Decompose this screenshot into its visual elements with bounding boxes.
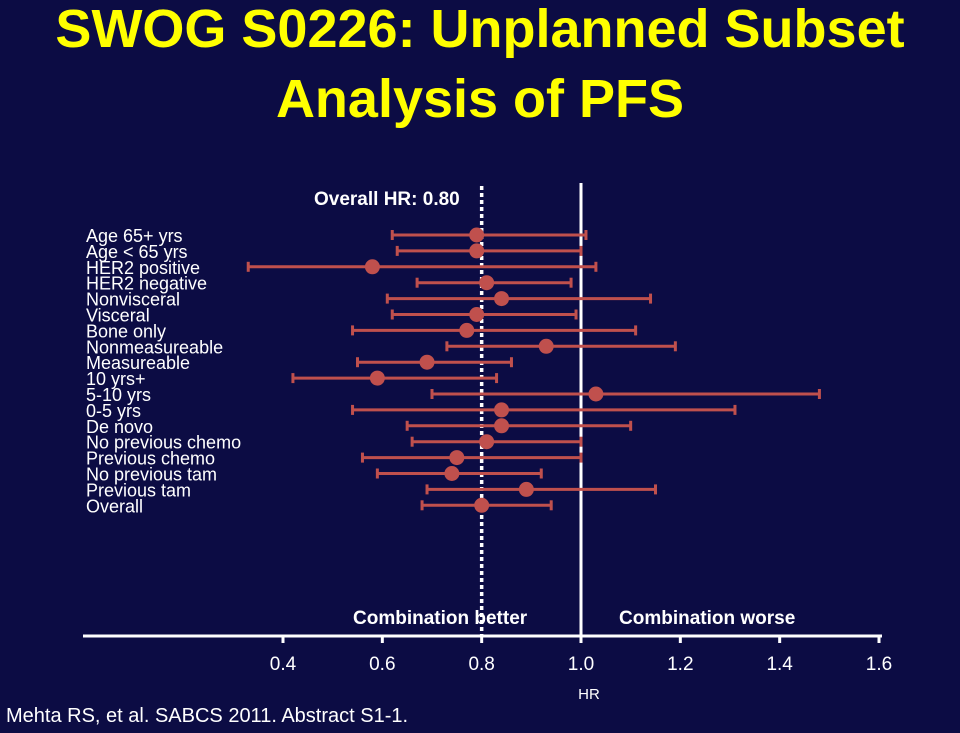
row-label: Bone only — [86, 321, 166, 341]
hr-point — [494, 402, 510, 418]
annotation-combination-worse: Combination worse — [619, 608, 795, 629]
annotation-combination-better: Combination better — [353, 608, 528, 629]
row-label: 10 yrs+ — [86, 369, 146, 389]
slide-title-line1: SWOG S0226: Unplanned Subset — [55, 0, 905, 59]
hr-point — [369, 370, 385, 386]
row-label: Visceral — [86, 306, 150, 326]
hr-point — [538, 338, 554, 354]
row-label: Measureable — [86, 353, 190, 373]
hr-point — [469, 307, 485, 322]
x-axis-label: HR — [578, 686, 600, 703]
row-label: Previous tam — [86, 480, 191, 500]
row-label: No previous chemo — [86, 433, 241, 453]
row-label: No previous tam — [86, 465, 217, 485]
x-tick-label: 0.6 — [369, 654, 395, 675]
hr-point — [459, 322, 475, 338]
overall-hr-label: Overall HR: 0.80 — [314, 189, 460, 210]
hr-point — [474, 497, 490, 513]
hr-point — [419, 354, 435, 370]
x-tick-label: 1.4 — [766, 654, 793, 675]
slide-title: SWOG S0226: Unplanned Subset Analysis of… — [0, 0, 960, 134]
row-label: Previous chemo — [86, 449, 215, 469]
hr-point — [588, 386, 604, 402]
row-label: HER2 negative — [86, 274, 207, 294]
x-tick-label: 1.2 — [667, 654, 693, 675]
hr-point — [518, 481, 534, 497]
hr-point — [469, 227, 485, 243]
row-label: Overall — [86, 496, 143, 516]
hr-point — [479, 275, 495, 291]
x-tick-label: 0.4 — [270, 654, 297, 675]
x-tick-label: 1.6 — [866, 654, 892, 675]
row-label: Nonvisceral — [86, 290, 180, 310]
row-label: Age 65+ yrs — [86, 226, 183, 246]
hr-point — [444, 466, 460, 481]
hr-point — [494, 418, 510, 434]
x-tick-label: 1.0 — [568, 654, 594, 675]
hr-point — [469, 243, 485, 259]
hr-point — [494, 291, 510, 307]
row-label: HER2 positive — [86, 258, 200, 278]
row-label: Age < 65 yrs — [86, 242, 188, 262]
slide-title-line2: Analysis of PFS — [275, 69, 685, 129]
row-label: De novo — [86, 417, 153, 437]
row-label: 0-5 yrs — [86, 401, 141, 421]
hr-point — [364, 259, 380, 275]
row-label: 5-10 yrs — [86, 385, 151, 405]
hr-point — [449, 450, 465, 466]
hr-point — [479, 434, 495, 450]
x-tick-label: 0.8 — [468, 654, 494, 675]
row-label: Nonmeasureable — [86, 337, 223, 357]
citation: Mehta RS, et al. SABCS 2011. Abstract S1… — [6, 705, 409, 727]
